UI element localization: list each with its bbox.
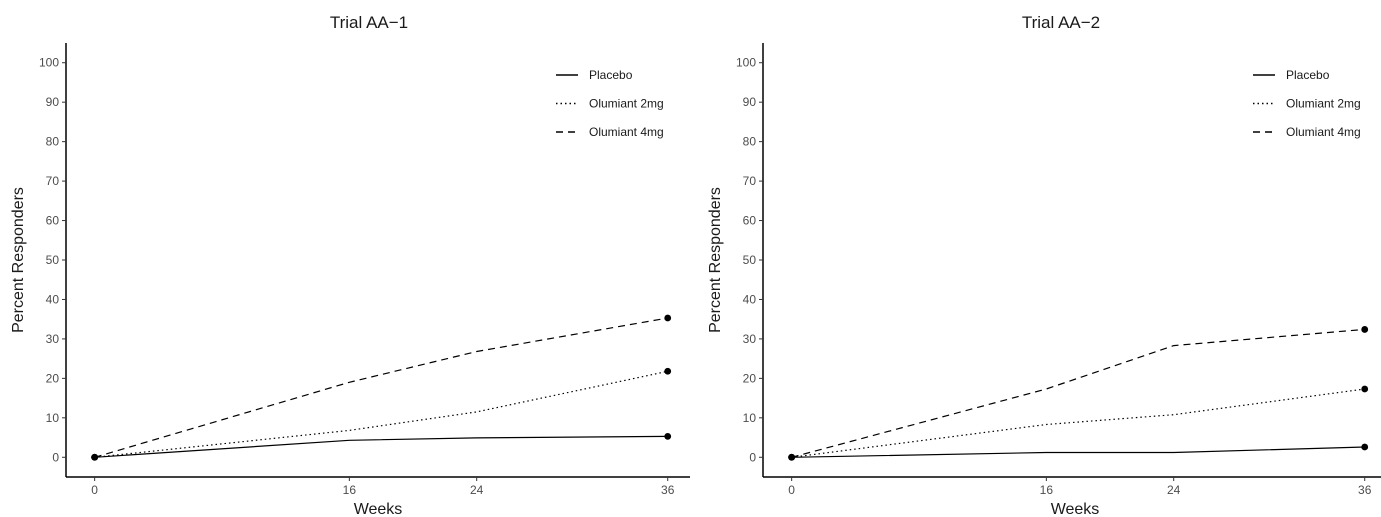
series-line-placebo — [791, 446, 1365, 458]
y-tick-label: 0 — [749, 450, 756, 464]
y-tick-label: 50 — [743, 253, 757, 267]
y-tick-label: 30 — [46, 332, 60, 346]
x-tick-label: 24 — [470, 483, 484, 497]
y-tick-label: 80 — [743, 135, 757, 149]
y-tick-label: 40 — [46, 292, 60, 306]
x-tick-label: 16 — [343, 483, 357, 497]
plot-area: 0 10 20 30 40 50 60 70 80 90 100 0 16 24 36 Placebo Olum… — [736, 43, 1381, 497]
y-tick-label: 90 — [46, 95, 60, 109]
x-tick-label: 24 — [1167, 483, 1181, 497]
y-tick-label: 10 — [743, 411, 757, 425]
y-tick-label: 20 — [743, 371, 757, 385]
data-point-olumiant-4mg — [1361, 326, 1369, 333]
x-tick-label: 0 — [91, 483, 98, 497]
y-tick-label: 30 — [743, 332, 757, 346]
x-tick-label: 36 — [661, 483, 675, 497]
legend-label-olumiant-4mg: Olumiant 4mg — [1286, 125, 1361, 139]
plot-area: 0 10 20 30 40 50 60 70 80 90 100 0 16 24 36 Placebo Olum… — [39, 43, 690, 497]
data-point-olumiant-4mg — [788, 453, 796, 461]
legend-label-placebo: Placebo — [589, 68, 633, 82]
series-line-olumiant-4mg — [791, 328, 1365, 458]
legend-label-olumiant-2mg: Olumiant 2mg — [589, 97, 664, 111]
y-tick-label: 50 — [46, 253, 60, 267]
y-tick-label: 100 — [736, 56, 756, 70]
y-tick-label: 70 — [46, 174, 60, 188]
data-point-olumiant-4mg — [664, 314, 672, 322]
y-tick-label: 10 — [46, 411, 60, 425]
legend: Placebo Olumiant 2mg Olumiant 4mg — [1253, 68, 1361, 139]
y-axis-label: Percent Responders — [10, 187, 27, 333]
chart-title: Trial AA−2 — [1022, 13, 1100, 32]
x-axis-label: Weeks — [1051, 501, 1100, 517]
legend-label-olumiant-4mg: Olumiant 4mg — [589, 125, 664, 139]
legend-label-olumiant-2mg: Olumiant 2mg — [1286, 97, 1361, 111]
chart-trial-aa-2: Trial AA−2 0 10 20 30 40 50 60 70 80 90 100 0 16 24 36… — [707, 13, 1381, 517]
y-tick-label: 80 — [46, 135, 60, 149]
y-tick-label: 20 — [46, 371, 60, 385]
y-tick-label: 90 — [743, 95, 757, 109]
data-point-placebo — [664, 432, 672, 440]
y-tick-label: 60 — [46, 214, 60, 228]
data-point-placebo — [1361, 443, 1369, 451]
chart-trial-aa-1: Trial AA−1 0 10 20 30 40 50 60 70 80 90 100 0 16 24 36… — [10, 13, 690, 517]
legend: Placebo Olumiant 2mg Olumiant 4mg — [556, 68, 664, 139]
legend-label-placebo: Placebo — [1286, 68, 1330, 82]
x-axis-label: Weeks — [354, 501, 403, 517]
y-tick-label: 0 — [52, 450, 59, 464]
data-point-olumiant-4mg — [91, 453, 99, 461]
x-tick-label: 36 — [1358, 483, 1372, 497]
x-tick-label: 16 — [1040, 483, 1054, 497]
data-point-olumiant-2mg — [1361, 385, 1369, 393]
series-line-olumiant-4mg — [94, 317, 668, 458]
series-line-olumiant-2mg — [791, 388, 1365, 458]
y-tick-label: 100 — [39, 56, 59, 70]
y-tick-label: 70 — [743, 174, 757, 188]
y-tick-label: 40 — [743, 292, 757, 306]
series-line-olumiant-2mg — [94, 370, 668, 458]
series-line-placebo — [94, 435, 668, 458]
y-tick-label: 60 — [743, 214, 757, 228]
x-tick-label: 0 — [788, 483, 795, 497]
y-axis-label: Percent Responders — [707, 187, 724, 333]
data-point-olumiant-2mg — [664, 367, 672, 375]
chart-title: Trial AA−1 — [330, 13, 408, 32]
